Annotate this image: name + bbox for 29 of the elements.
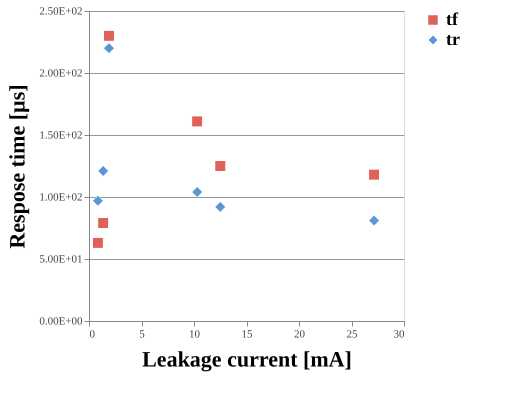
- x-tick-label: 15: [242, 328, 253, 340]
- y-tick-label: 2.00E+02: [39, 68, 82, 80]
- point: [98, 218, 109, 229]
- x-tick-label: 10: [189, 328, 200, 340]
- point: [192, 116, 203, 127]
- point: [103, 30, 114, 42]
- x-tick-label: 25: [346, 328, 358, 340]
- point: [92, 195, 104, 206]
- point: [103, 42, 114, 54]
- y-tick-label: 0.00E+00: [39, 316, 83, 328]
- x-axis-title: Leakage current [mA]: [142, 346, 352, 372]
- point: [368, 215, 380, 226]
- y-axis-title: Respose time [µs]: [4, 84, 30, 249]
- point: [92, 237, 104, 248]
- y-tick-label: 1.50E+02: [39, 130, 82, 142]
- x-tick-label: 30: [394, 328, 405, 340]
- point: [368, 169, 380, 180]
- y-tick-label: 5.00E+01: [39, 254, 82, 266]
- point: [192, 186, 203, 198]
- y-tick-label: 2.50E+02: [39, 6, 82, 18]
- y-tick-label: 1.00E+02: [39, 192, 82, 204]
- point: [214, 201, 226, 212]
- x-tick-label: 5: [139, 328, 146, 340]
- point: [98, 165, 109, 176]
- point: [214, 160, 226, 172]
- legend-label: tr: [446, 29, 460, 49]
- x-tick-label: 0: [90, 328, 96, 340]
- legend-label: tf: [446, 9, 459, 29]
- x-tick-label: 20: [294, 328, 306, 340]
